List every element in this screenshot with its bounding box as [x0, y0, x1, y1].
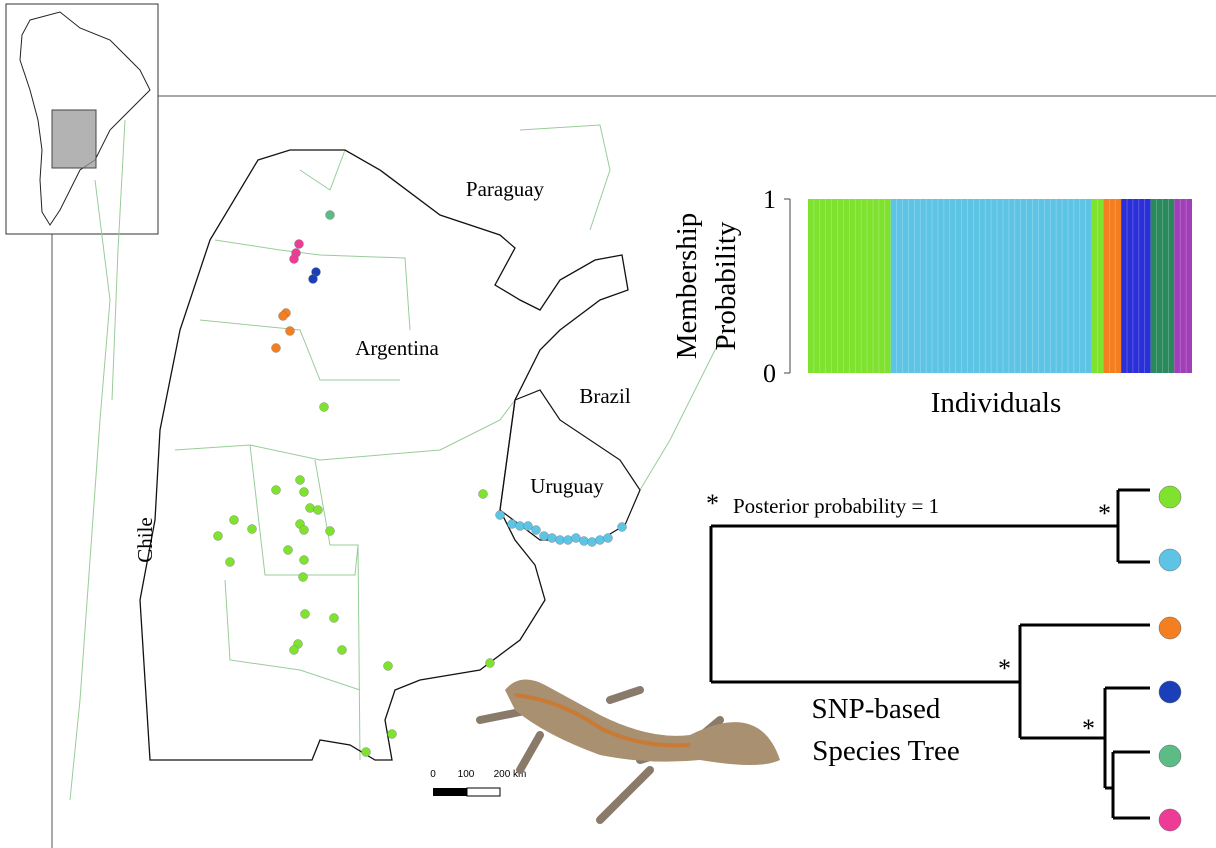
y-axis-label: Membership: [671, 213, 703, 360]
tip-marker: [1159, 617, 1181, 639]
sample-site: [479, 490, 488, 499]
sample-site: [556, 536, 565, 545]
sample-site: [486, 659, 495, 668]
sample-site: [508, 520, 517, 529]
scale-bar: 0 100 200 km: [430, 769, 526, 796]
sample-site: [320, 403, 329, 412]
cluster-bar: [1121, 199, 1151, 373]
country-label: Chile: [133, 517, 157, 563]
lizard-illustration: [480, 680, 780, 820]
sample-site: [299, 573, 308, 582]
tip-marker: [1159, 486, 1181, 508]
country-label: Uruguay: [530, 474, 604, 498]
sample-site: [272, 486, 281, 495]
scale-label: 100: [458, 769, 475, 780]
sample-site: [330, 614, 339, 623]
sample-site: [290, 255, 299, 264]
sample-site: [384, 662, 393, 671]
sample-site: [300, 526, 309, 535]
sample-site: [548, 534, 557, 543]
sample-site: [248, 525, 257, 534]
sample-site: [295, 240, 304, 249]
sample-site: [290, 646, 299, 655]
structure-plot: Membership Probability Individuals 0 1: [671, 185, 1192, 419]
country-label: Brazil: [579, 384, 630, 408]
inset-map: [6, 4, 158, 234]
sample-site: [226, 558, 235, 567]
support-marker: *: [998, 654, 1011, 683]
sample-site: [580, 537, 589, 546]
cluster-bar: [1174, 199, 1192, 373]
tip-marker: [1159, 745, 1181, 767]
sample-site: [588, 538, 597, 547]
sample-site: [230, 516, 239, 525]
support-marker: *: [1098, 499, 1111, 528]
sample-site: [540, 532, 549, 541]
sample-site: [300, 488, 309, 497]
sample-site: [314, 506, 323, 515]
y-tick-label: 0: [763, 359, 776, 388]
sample-site: [301, 610, 310, 619]
tree-title: Species Tree: [812, 735, 959, 767]
sample-site: [286, 327, 295, 336]
tree-legend: Posterior probability = 1: [733, 494, 939, 518]
sample-site: [604, 534, 613, 543]
sample-site: [524, 522, 533, 531]
sample-site: [326, 211, 335, 220]
sample-site: [388, 730, 397, 739]
sample-site: [326, 527, 335, 536]
sample-site: [272, 344, 281, 353]
sample-site: [284, 546, 293, 555]
sample-site: [532, 526, 541, 535]
sample-site: [309, 275, 318, 284]
sample-site: [279, 312, 288, 321]
sample-site: [564, 536, 573, 545]
sample-site: [296, 476, 305, 485]
sample-site: [496, 511, 505, 520]
sample-site: [618, 523, 627, 532]
cluster-bar: [1103, 199, 1121, 373]
tip-marker: [1159, 549, 1181, 571]
scale-label: 0: [430, 769, 436, 780]
sample-site: [300, 556, 309, 565]
country-label: Paraguay: [466, 177, 545, 201]
tip-marker: [1159, 809, 1181, 831]
tip-marker: [1159, 681, 1181, 703]
sample-site: [516, 522, 525, 531]
species-tree: [711, 490, 1150, 818]
y-axis-label: Probability: [710, 221, 742, 350]
sample-site: [362, 748, 371, 757]
sample-site: [572, 534, 581, 543]
country-label: Argentina: [355, 336, 439, 360]
sample-site: [214, 532, 223, 541]
x-axis-label: Individuals: [931, 387, 1062, 419]
y-tick-label: 1: [763, 185, 776, 214]
support-marker: *: [706, 489, 719, 518]
sample-site: [306, 504, 315, 513]
sample-site: [596, 536, 605, 545]
sample-site: [338, 646, 347, 655]
tree-title: SNP-based: [812, 693, 941, 725]
figure: Paraguay Argentina Brazil Uruguay Chile …: [0, 0, 1216, 848]
support-marker: *: [1082, 714, 1095, 743]
